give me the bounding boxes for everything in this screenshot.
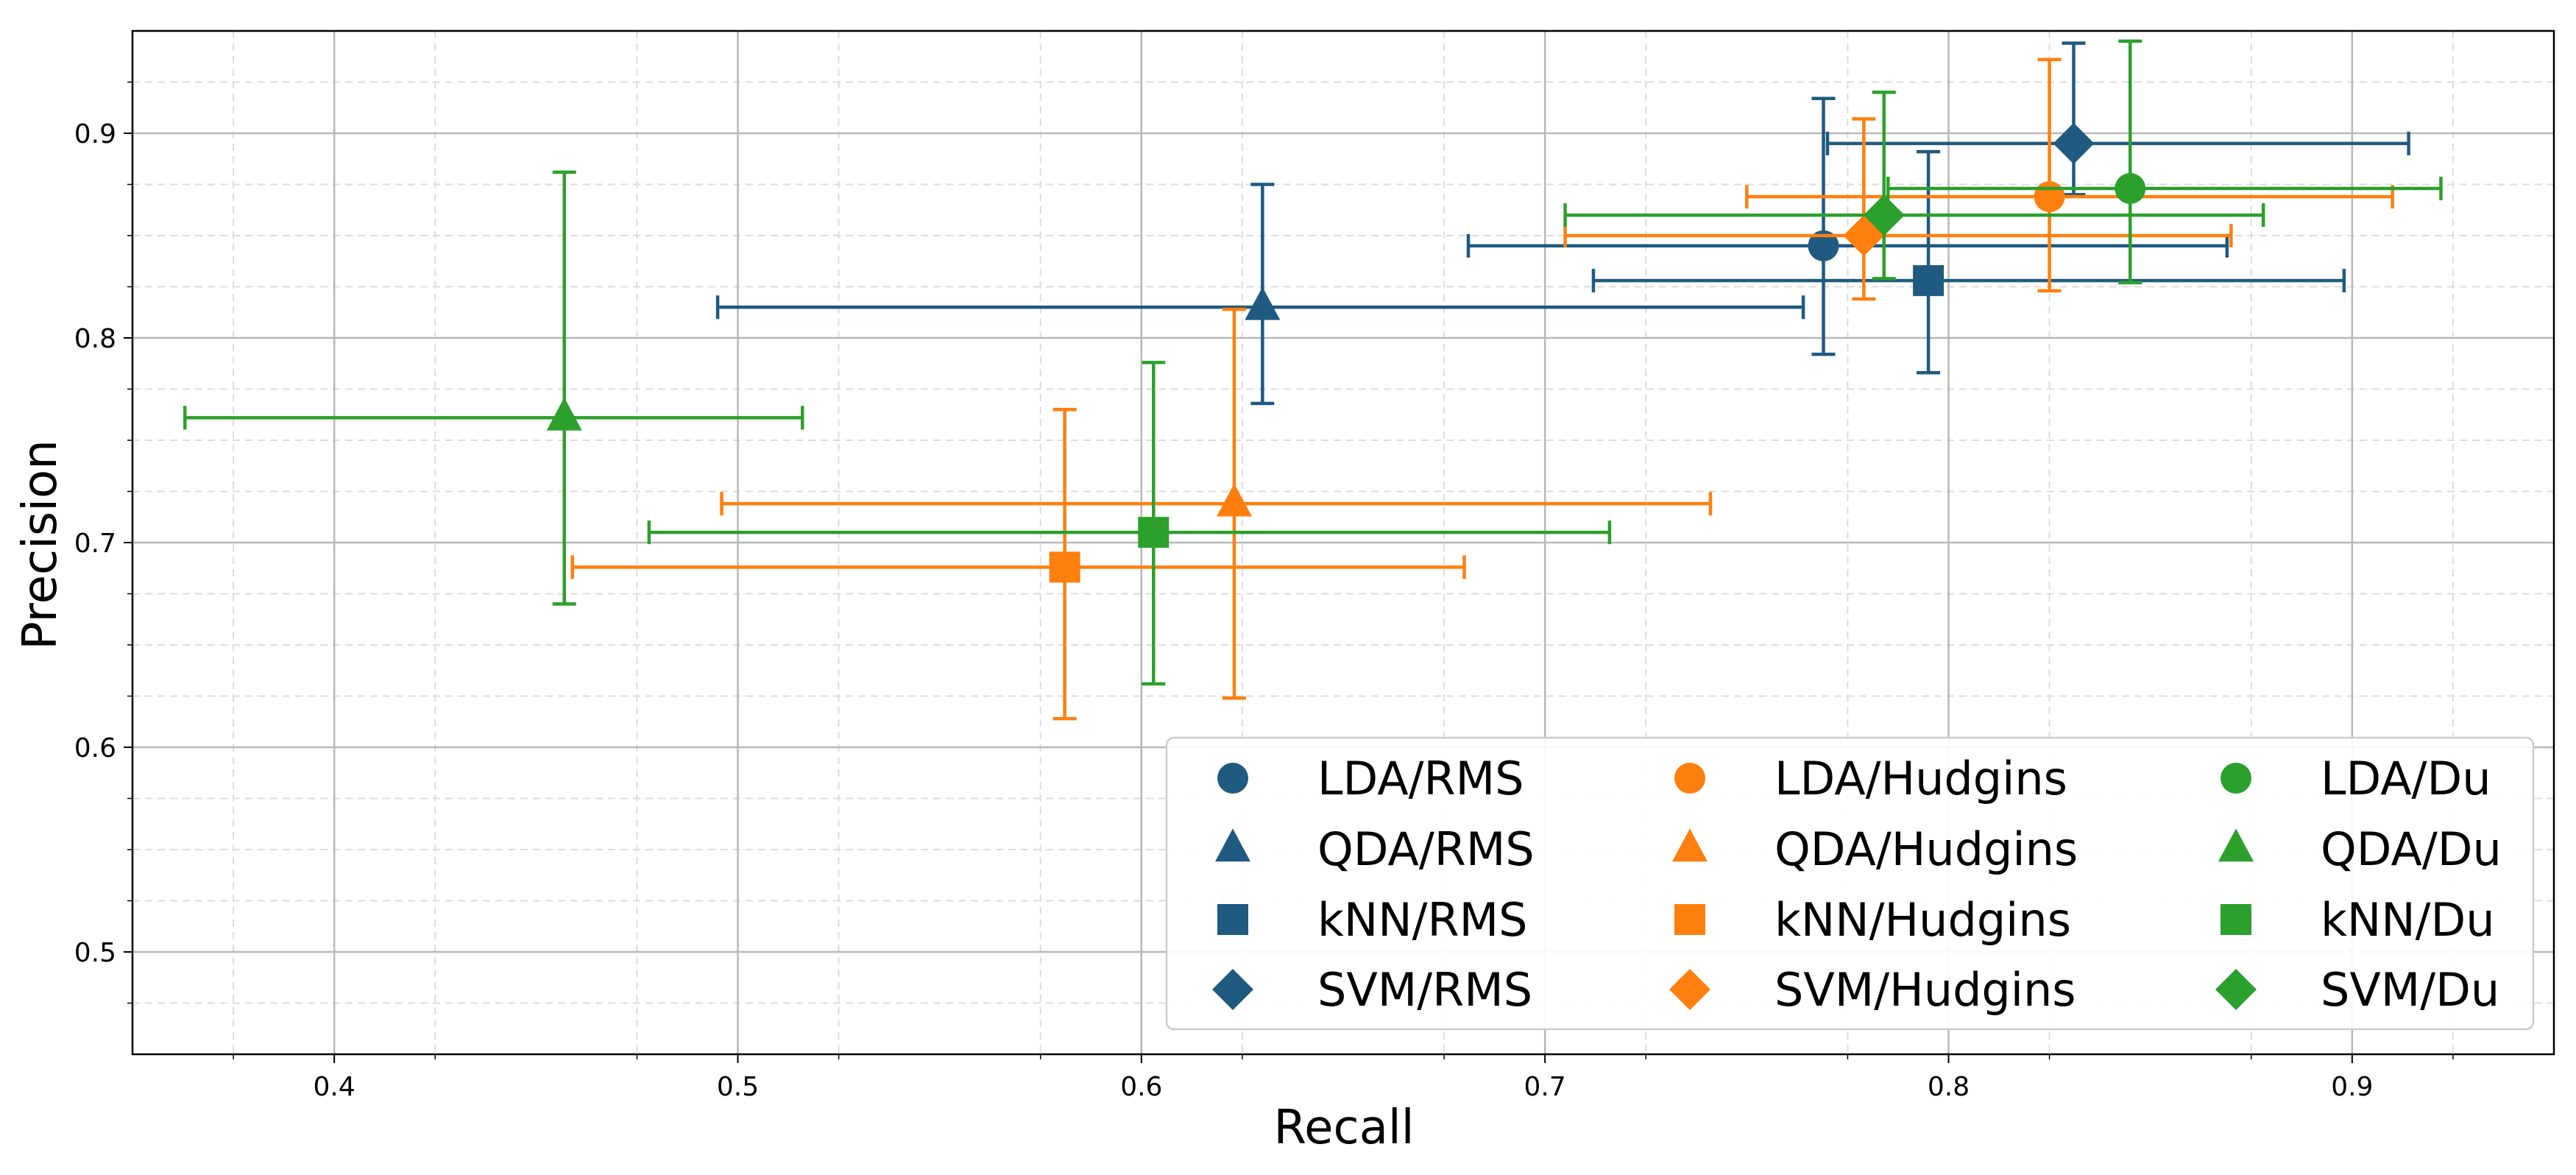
- legend-marker: [2215, 969, 2257, 1010]
- legend-label: LDA/Hudgins: [1774, 752, 2067, 805]
- legend-entry-lda-hudgins: LDA/Hudgins: [1674, 752, 2067, 805]
- x-tick-label: 0.9: [2331, 1072, 2373, 1102]
- legend-label: SVM/RMS: [1317, 963, 1532, 1017]
- legend-label: QDA/Hudgins: [1774, 822, 2078, 876]
- data-point: [1245, 286, 1281, 320]
- legend-marker: [2218, 828, 2254, 862]
- series-lda-du: [1886, 39, 2443, 285]
- legend-marker: [1672, 828, 1708, 862]
- legend: LDA/RMS QDA/RMS kNN/RMS SVM/RMS LDA/Hudgins Q…: [1165, 736, 2535, 1031]
- series-lda-hudgins: [1745, 57, 2394, 293]
- series-svm-rms: [1825, 41, 2410, 197]
- series-layer: [183, 39, 2443, 721]
- legend-marker: [1669, 969, 1710, 1010]
- legend-label: SVM/Hudgins: [1774, 963, 2076, 1017]
- series-qda-du: [183, 170, 804, 606]
- legend-marker: [1674, 763, 1705, 794]
- legend-box: [1165, 736, 2535, 1031]
- series-qda-hudgins: [720, 307, 1713, 700]
- series-knn-hudgins: [570, 408, 1466, 721]
- ticks-layer: 0.4 0.5 0.6 0.7 0.8 0.9 0.5 0.6 0.7 0.8 0.9: [74, 81, 2454, 1102]
- y-axis-label: Precision: [13, 440, 68, 650]
- legend-marker: [2221, 763, 2251, 794]
- legend-entry-qda-hudgins: QDA/Hudgins: [1672, 822, 2078, 876]
- series-knn-rms: [1591, 149, 2346, 375]
- y-tick-label: 0.6: [74, 733, 116, 763]
- legend-label: SVM/Du: [2321, 963, 2499, 1017]
- legend-label: kNN/Du: [2321, 893, 2495, 947]
- x-tick-label: 0.4: [314, 1072, 355, 1102]
- legend-label: QDA/Du: [2321, 822, 2502, 876]
- legend-label: kNN/RMS: [1317, 893, 1527, 947]
- legend-marker: [1674, 904, 1705, 935]
- y-tick-label: 0.9: [74, 119, 116, 149]
- legend-entry-qda-rms: QDA/RMS: [1215, 822, 1535, 876]
- legend-marker: [1215, 828, 1250, 862]
- data-point: [2053, 122, 2095, 164]
- legend-label: kNN/Hudgins: [1774, 893, 2071, 947]
- legend-entry-lda-du: LDA/Du: [2221, 752, 2491, 805]
- legend-entry-knn-rms: kNN/RMS: [1217, 893, 1527, 947]
- legend-label: LDA/Du: [2321, 752, 2491, 805]
- data-point: [2115, 173, 2146, 205]
- data-point: [1138, 517, 1170, 548]
- legend-marker: [1212, 969, 1253, 1010]
- x-tick-label: 0.6: [1120, 1072, 1162, 1102]
- data-point: [1049, 551, 1080, 583]
- legend-marker: [1217, 904, 1248, 935]
- legend-entry-knn-du: kNN/Du: [2221, 893, 2495, 947]
- y-tick-label: 0.7: [74, 529, 116, 559]
- series-lda-rms: [1466, 96, 2229, 356]
- data-point: [1863, 194, 1905, 236]
- legend-entry-svm-du: SVM/Du: [2215, 963, 2499, 1017]
- series-knn-du: [647, 361, 1612, 686]
- x-tick-label: 0.5: [717, 1072, 759, 1102]
- legend-entry-svm-hudgins: SVM/Hudgins: [1669, 963, 2076, 1017]
- legend-entry-svm-rms: SVM/RMS: [1212, 963, 1532, 1017]
- data-point: [2034, 181, 2065, 213]
- legend-entry-lda-rms: LDA/RMS: [1217, 752, 1524, 805]
- legend-entry-qda-du: QDA/Du: [2218, 822, 2502, 876]
- x-axis-label: Recall: [1274, 1101, 1415, 1155]
- series-qda-rms: [715, 183, 1805, 406]
- legend-label: QDA/RMS: [1317, 822, 1535, 876]
- x-tick-label: 0.8: [1928, 1072, 1970, 1102]
- legend-marker: [1217, 763, 1248, 794]
- data-point: [546, 397, 582, 431]
- legend-label: LDA/RMS: [1317, 752, 1524, 805]
- legend-marker: [2221, 904, 2251, 935]
- y-tick-label: 0.5: [74, 938, 116, 968]
- series-svm-du: [1563, 91, 2265, 280]
- data-point: [1913, 265, 1945, 297]
- data-point: [1808, 230, 1839, 261]
- legend-entry-knn-hudgins: kNN/Hudgins: [1674, 893, 2071, 947]
- y-tick-label: 0.8: [74, 324, 116, 354]
- data-point: [1216, 483, 1252, 517]
- x-tick-label: 0.7: [1524, 1072, 1566, 1102]
